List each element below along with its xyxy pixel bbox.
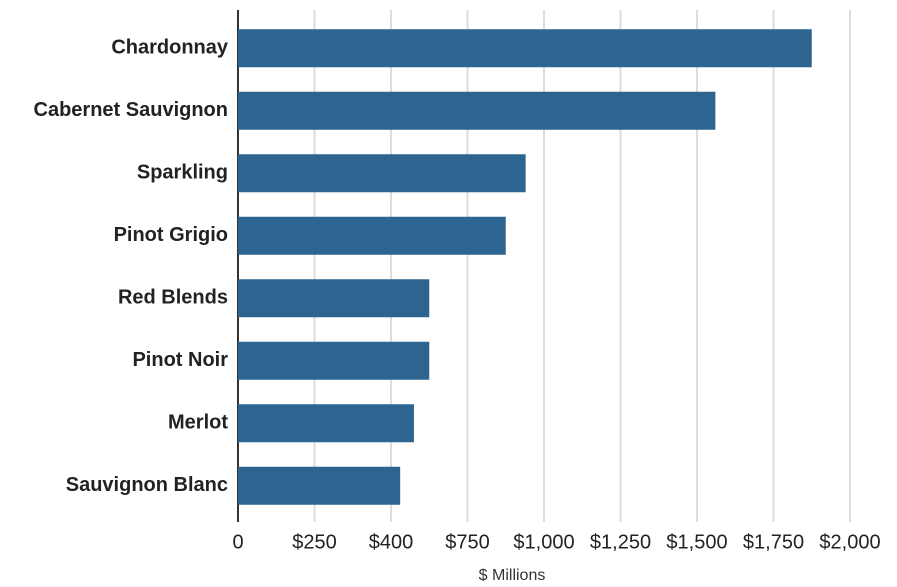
x-tick-label: $1,500 bbox=[666, 531, 727, 553]
bar bbox=[238, 29, 812, 68]
bar bbox=[238, 216, 506, 255]
x-tick-label: $750 bbox=[445, 531, 490, 553]
x-tick-label: $1,000 bbox=[513, 531, 574, 553]
y-tick-label: Merlot bbox=[168, 412, 228, 434]
y-tick-label: Pinot Grigio bbox=[114, 224, 228, 246]
bar bbox=[238, 91, 716, 130]
y-tick-label: Cabernet Sauvignon bbox=[34, 99, 228, 121]
x-axis-title: $ Millions bbox=[479, 567, 546, 584]
x-tick-label: $400 bbox=[369, 531, 414, 553]
y-tick-label: Sparkling bbox=[137, 162, 228, 184]
bar bbox=[238, 279, 430, 318]
y-tick-label: Pinot Noir bbox=[132, 349, 228, 371]
x-tick-label: 0 bbox=[232, 531, 243, 553]
bar bbox=[238, 466, 401, 505]
x-tick-label: $250 bbox=[292, 531, 337, 553]
y-tick-label: Sauvignon Blanc bbox=[66, 474, 228, 496]
y-tick-label: Red Blends bbox=[118, 287, 228, 309]
bar bbox=[238, 341, 430, 380]
bar bbox=[238, 404, 414, 443]
x-tick-label: $1,250 bbox=[590, 531, 651, 553]
x-tick-label: $2,000 bbox=[819, 531, 880, 553]
x-tick-label: $1,750 bbox=[743, 531, 804, 553]
y-tick-label: Chardonnay bbox=[111, 37, 229, 59]
bar bbox=[238, 154, 526, 193]
